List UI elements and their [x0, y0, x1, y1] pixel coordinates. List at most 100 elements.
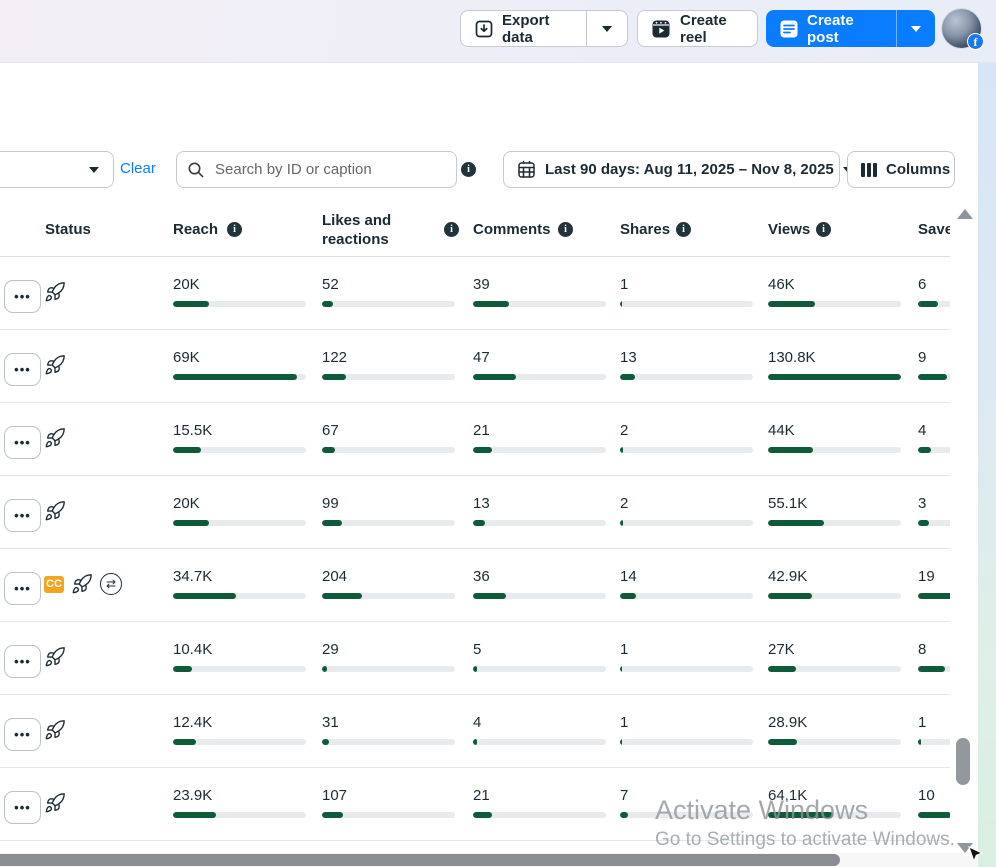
boost-rocket-icon[interactable]	[44, 792, 66, 814]
row-actions-button[interactable]: •••	[4, 280, 41, 313]
metric-cell-likes: 204	[322, 568, 455, 599]
boost-rocket-icon[interactable]	[44, 646, 66, 668]
metric-cell-saves: 19	[918, 568, 950, 599]
mouse-cursor	[968, 846, 984, 864]
row-actions-button[interactable]: •••	[4, 645, 41, 678]
column-header-reach[interactable]: Reach	[173, 221, 219, 238]
vertical-scroll-thumb[interactable]	[956, 738, 970, 785]
metric-bar	[620, 666, 753, 672]
create-post-options-caret-button[interactable]	[897, 10, 935, 47]
metric-bar	[473, 374, 606, 380]
column-header-views[interactable]: Views	[768, 221, 811, 238]
header-divider	[0, 256, 950, 257]
metric-cell-shares: 14	[620, 568, 753, 599]
create-post-button[interactable]: Create post	[766, 10, 896, 47]
metric-value: 67	[322, 422, 339, 439]
metric-cell-shares: 13	[620, 349, 753, 380]
columns-icon	[861, 162, 877, 177]
boost-rocket-icon[interactable]	[44, 427, 66, 449]
shares-info-icon[interactable]: i	[676, 222, 691, 237]
button-divider	[896, 10, 897, 47]
metric-bar	[620, 374, 753, 380]
horizontal-scroll-thumb[interactable]	[0, 854, 840, 866]
metric-value: 27K	[768, 641, 795, 658]
metric-value: 15.5K	[173, 422, 213, 439]
metric-bar	[918, 739, 950, 745]
columns-button[interactable]: Columns	[847, 151, 955, 188]
metric-cell-views: 64.1K	[768, 787, 901, 818]
row-actions-button[interactable]: •••	[4, 791, 41, 824]
posts-table: Status Reach i Likes and reactions i Com…	[0, 200, 950, 853]
boost-rocket-icon[interactable]	[44, 500, 66, 522]
comments-info-icon[interactable]: i	[558, 222, 573, 237]
column-header-shares[interactable]: Shares	[620, 221, 671, 238]
create-post-split-button: Create post	[766, 10, 935, 47]
metric-bar	[620, 812, 753, 818]
create-reel-button[interactable]: Create reel	[637, 10, 758, 47]
column-header-comments[interactable]: Comments	[473, 221, 551, 238]
filter-dropdown[interactable]	[0, 151, 114, 188]
metric-bar	[173, 374, 306, 380]
metric-bar	[322, 520, 455, 526]
scroll-up-arrow[interactable]	[957, 209, 973, 219]
metric-value: 31	[322, 714, 339, 731]
metric-cell-shares: 2	[620, 422, 753, 453]
metric-cell-reach: 69K	[173, 349, 306, 380]
export-data-button[interactable]: Export data	[461, 11, 586, 46]
metric-value: 1	[918, 714, 927, 731]
row-actions-button[interactable]: •••	[4, 353, 41, 386]
metric-bar	[322, 301, 455, 307]
metric-bar	[473, 812, 606, 818]
metric-value: 7	[620, 787, 629, 804]
chevron-down-icon	[602, 25, 612, 32]
metric-value: 34.7K	[173, 568, 213, 585]
metric-value: 64.1K	[768, 787, 808, 804]
date-range-button[interactable]: Last 90 days: Aug 11, 2025 – Nov 8, 2025	[503, 151, 853, 188]
column-header-saves[interactable]: Saves	[918, 221, 950, 238]
row-actions-button[interactable]: •••	[4, 718, 41, 751]
metric-bar	[473, 593, 606, 599]
profile-avatar[interactable]: f	[942, 9, 984, 50]
export-icon	[474, 19, 494, 39]
metric-value: 204	[322, 568, 348, 585]
row-actions-button[interactable]: •••	[4, 499, 41, 532]
views-info-icon[interactable]: i	[816, 222, 831, 237]
search-info-icon[interactable]: i	[461, 162, 476, 177]
top-action-bar: Export data Create reel	[0, 0, 996, 63]
status-icons	[44, 646, 66, 668]
metric-cell-likes: 29	[322, 641, 455, 672]
metric-bar	[322, 374, 455, 380]
metric-cell-saves: 8	[918, 641, 950, 672]
metric-value: 122	[322, 349, 348, 366]
boost-rocket-icon[interactable]	[71, 573, 93, 595]
boost-rocket-icon[interactable]	[44, 281, 66, 303]
metric-cell-saves: 3	[918, 495, 950, 526]
likes-info-icon[interactable]: i	[444, 222, 459, 237]
metric-value: 44K	[768, 422, 795, 439]
metric-cell-views: 44K	[768, 422, 901, 453]
metric-cell-comments: 5	[473, 641, 606, 672]
metric-cell-reach: 12.4K	[173, 714, 306, 745]
metric-cell-shares: 2	[620, 495, 753, 526]
horizontal-scrollbar	[0, 853, 978, 867]
search-icon	[187, 161, 205, 179]
reach-info-icon[interactable]: i	[227, 222, 242, 237]
metric-value: 23.9K	[173, 787, 213, 804]
export-options-caret-button[interactable]	[587, 11, 627, 46]
metric-value: 4	[473, 714, 482, 731]
search-input[interactable]	[213, 160, 446, 179]
metric-bar	[322, 593, 455, 599]
metric-value: 13	[620, 349, 637, 366]
scroll-down-arrow[interactable]	[957, 843, 973, 853]
metric-cell-shares: 1	[620, 276, 753, 307]
metric-bar	[473, 301, 606, 307]
column-header-likes[interactable]: Likes and reactions	[322, 212, 392, 248]
export-data-label: Export data	[502, 11, 550, 46]
clear-filters-link[interactable]: Clear	[120, 160, 156, 177]
column-header-status[interactable]: Status	[45, 221, 91, 238]
row-actions-button[interactable]: •••	[4, 572, 41, 605]
boost-rocket-icon[interactable]	[44, 354, 66, 376]
metric-bar	[473, 447, 606, 453]
boost-rocket-icon[interactable]	[44, 719, 66, 741]
row-actions-button[interactable]: •••	[4, 426, 41, 459]
